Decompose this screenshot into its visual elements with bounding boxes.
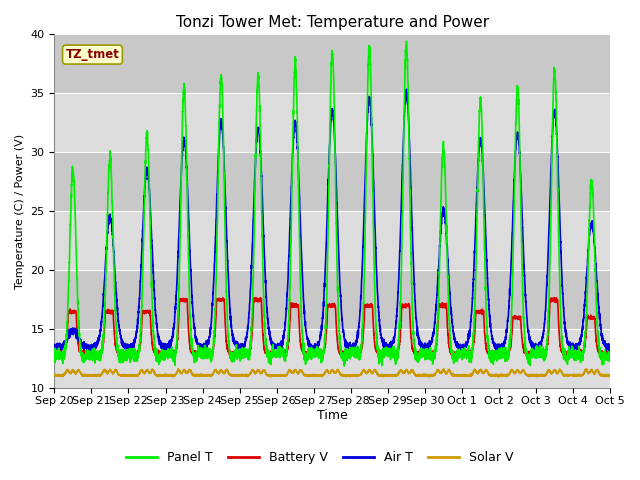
Panel T [606,353,614,359]
Line: Panel T: Panel T [54,41,610,366]
Panel T [150,339,158,345]
Air T [570,349,578,355]
Solar V [312,372,319,378]
Air T [457,345,465,350]
Battery V [251,295,259,300]
Panel T [403,38,410,44]
Panel T [457,348,465,354]
Battery V [51,349,58,355]
Solar V [440,366,448,372]
X-axis label: Time: Time [317,409,348,422]
Bar [54,270,610,329]
Panel T [51,347,58,353]
Line: Solar V: Solar V [54,369,610,377]
Solar V [606,372,614,378]
Bar [54,211,610,270]
Air T [606,346,614,351]
Panel T [606,351,614,357]
Air T [51,343,58,349]
Air T [426,339,434,345]
Air T [403,86,410,92]
Battery V [489,351,497,357]
Panel T [312,346,319,352]
Battery V [457,350,465,356]
Title: Tonzi Tower Met: Temperature and Power: Tonzi Tower Met: Temperature and Power [176,15,489,30]
Bar [54,152,610,211]
Line: Battery V: Battery V [54,298,610,356]
Line: Air T: Air T [54,89,610,352]
Text: TZ_tmet: TZ_tmet [65,48,120,61]
Bar [54,34,610,93]
Air T [488,336,496,342]
Solar V [495,374,502,380]
Bar [54,93,610,152]
Bar [54,329,610,388]
Battery V [312,350,319,356]
Solar V [51,372,58,377]
Battery V [606,351,614,357]
Solar V [426,372,434,378]
Battery V [606,350,614,356]
Y-axis label: Temperature (C) / Power (V): Temperature (C) / Power (V) [15,133,25,289]
Solar V [457,372,465,378]
Air T [150,286,158,292]
Panel T [489,357,497,363]
Solar V [150,370,158,375]
Solar V [488,373,496,379]
Air T [606,348,614,354]
Panel T [340,363,348,369]
Panel T [426,345,434,350]
Battery V [115,353,123,359]
Battery V [150,349,158,355]
Battery V [426,348,434,353]
Solar V [606,372,614,378]
Air T [312,342,319,348]
Legend: Panel T, Battery V, Air T, Solar V: Panel T, Battery V, Air T, Solar V [121,446,519,469]
